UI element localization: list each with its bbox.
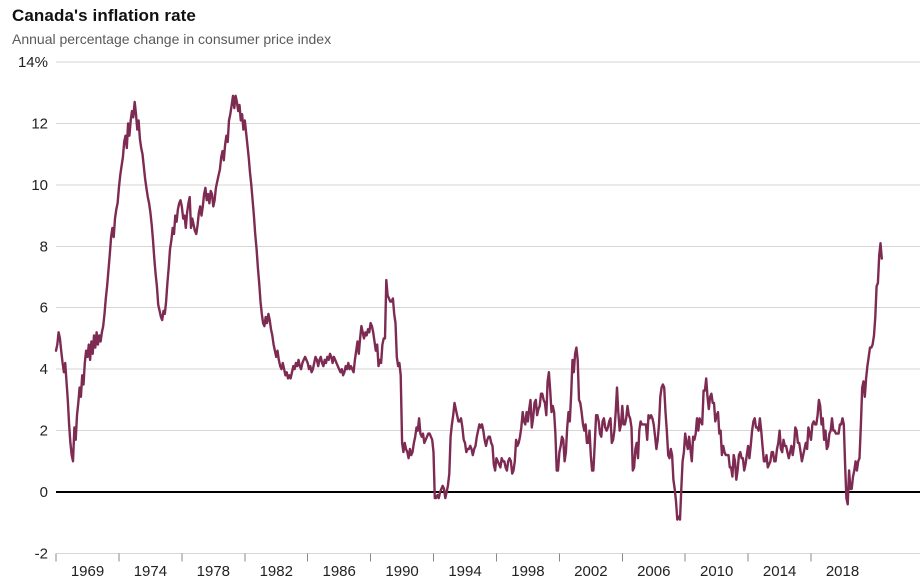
chart-subtitle: Annual percentage change in consumer pri… <box>12 31 332 47</box>
y-tick-label: 12 <box>31 115 48 132</box>
y-tick-label: 0 <box>40 484 48 501</box>
x-tick-label: 1982 <box>260 563 293 580</box>
y-tick-label: -2 <box>35 545 48 562</box>
x-tick-label: 1969 <box>71 563 104 580</box>
chart-title: Canada's inflation rate <box>12 6 196 25</box>
inflation-line <box>54 94 883 521</box>
y-tick-label: 4 <box>40 361 48 378</box>
x-tick-label: 1974 <box>134 563 167 580</box>
x-tick-label: 2014 <box>763 563 796 580</box>
x-tick-label: 1978 <box>197 563 230 580</box>
y-tick-label: 14% <box>18 54 48 71</box>
y-tick-label: 10 <box>31 177 48 194</box>
y-tick-label: 8 <box>40 238 48 255</box>
x-tick-label: 2002 <box>574 563 607 580</box>
x-tick-label: 2006 <box>637 563 670 580</box>
y-tick-label: 6 <box>40 300 48 317</box>
x-tick-label: 2018 <box>826 563 859 580</box>
x-tick-label: 1990 <box>385 563 418 580</box>
x-tick-label: 1998 <box>511 563 544 580</box>
y-tick-label: 2 <box>40 423 48 440</box>
x-tick-label: 2010 <box>700 563 733 580</box>
x-tick-label: 1986 <box>322 563 355 580</box>
x-tick-label: 1994 <box>448 563 481 580</box>
